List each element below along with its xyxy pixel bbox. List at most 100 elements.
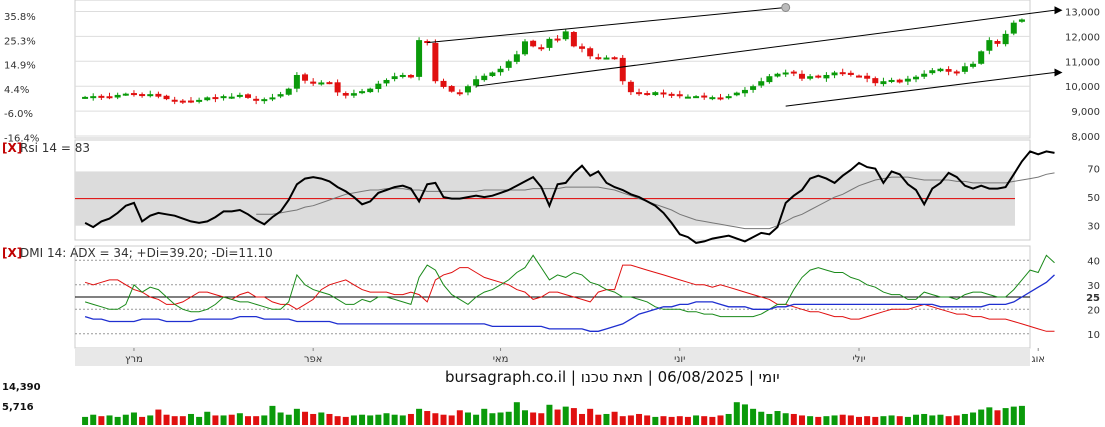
price-tick-label: 10,000	[1065, 82, 1100, 93]
volume-bar	[293, 408, 300, 425]
volume-bar	[253, 416, 260, 425]
candle-body	[350, 93, 357, 96]
candle-body	[179, 100, 186, 103]
rsi-tick-label: 50	[1087, 193, 1100, 204]
percent-tick-label: 4.4%	[4, 85, 29, 96]
candle-body	[644, 93, 651, 96]
volume-bar	[603, 413, 610, 425]
candle-body	[587, 48, 594, 57]
candle-body	[701, 95, 708, 98]
volume-bar	[758, 411, 765, 425]
adx-line	[84, 274, 1055, 332]
volume-bar	[302, 411, 309, 425]
candle-body	[228, 96, 235, 99]
candle-body	[758, 81, 765, 86]
candle-body	[130, 93, 137, 96]
candle-body	[407, 74, 414, 78]
dmi-close-button[interactable]: [X]	[2, 246, 22, 260]
candle-body	[741, 89, 748, 94]
volume-bars	[82, 402, 1025, 425]
candle-body	[521, 41, 528, 55]
volume-bar	[367, 415, 374, 425]
candle-body	[187, 100, 194, 103]
volume-bar	[970, 412, 977, 425]
candle-body	[342, 93, 349, 96]
candle-body	[546, 38, 553, 48]
month-label: יוני	[674, 354, 685, 365]
volume-bar	[693, 415, 700, 425]
volume-bar	[717, 415, 724, 425]
percent-tick-label: 14.9%	[4, 61, 36, 72]
candle-body	[937, 68, 944, 72]
volume-bar	[554, 409, 561, 425]
volume-bar	[497, 412, 504, 425]
price-tick-label: 8,000	[1071, 132, 1100, 143]
price-tick-label: 13,000	[1065, 7, 1100, 18]
candle-body	[139, 94, 146, 97]
volume-bar	[953, 415, 960, 425]
candle-body	[766, 76, 773, 83]
volume-bar	[285, 414, 292, 425]
volume-bar	[310, 413, 317, 425]
candle-body	[253, 98, 260, 101]
candle-body	[611, 57, 618, 60]
candle-body	[293, 74, 300, 89]
volume-bar	[611, 411, 618, 425]
volume-bar	[831, 415, 838, 425]
candle-body	[864, 75, 871, 79]
candle-body	[497, 68, 504, 73]
candle-body	[432, 42, 439, 82]
rsi-line	[84, 150, 1055, 244]
candle-body	[660, 92, 667, 95]
volume-bar	[644, 415, 651, 425]
volume-bar	[807, 416, 814, 425]
candle-body	[904, 78, 911, 82]
candle-body	[994, 41, 1001, 44]
volume-bar	[212, 415, 219, 425]
candle-body	[636, 92, 643, 95]
candle-body	[440, 80, 447, 87]
volume-bar	[82, 416, 89, 425]
volume-bar	[913, 414, 920, 425]
volume-bar	[350, 415, 357, 425]
volume-bar	[839, 414, 846, 425]
candle-body	[839, 72, 846, 75]
candle-body	[212, 97, 219, 100]
percent-tick-label: -16.4%	[4, 134, 39, 145]
rsi-tick-label: 70	[1087, 165, 1100, 176]
candle-body	[945, 69, 952, 72]
candle-body	[562, 31, 569, 40]
candle-body	[554, 38, 561, 41]
volume-bar	[456, 410, 463, 425]
volume-bar	[660, 416, 667, 425]
price-value-axis: 13,000 12,000 11,000 10,000 9,000 8,000	[1065, 7, 1100, 143]
volume-bar	[636, 413, 643, 425]
candle-body	[481, 75, 488, 81]
volume-bar	[961, 413, 968, 425]
candle-body	[424, 41, 431, 44]
candle-body	[717, 97, 724, 100]
candle-body	[782, 72, 789, 75]
candle-body	[261, 99, 268, 102]
volume-bar	[579, 413, 586, 425]
volume-bar	[424, 411, 431, 425]
candle-body	[391, 76, 398, 80]
candle-body	[619, 57, 626, 82]
volume-caption: יומי | 06/08/2025 | תאת טכנו | bursagrap…	[445, 368, 780, 386]
rsi-close-button[interactable]: [X]	[2, 141, 22, 155]
candle-body	[163, 95, 170, 100]
volume-bar	[171, 416, 178, 425]
percent-tick-label: -6.0%	[4, 109, 33, 120]
volume-bar	[513, 402, 520, 425]
candle-body	[798, 73, 805, 79]
trendline-arrow	[1054, 6, 1063, 15]
volume-bar	[106, 415, 113, 425]
month-label: יולי	[853, 354, 866, 365]
volume-bar	[375, 414, 382, 425]
month-label: מאי	[493, 354, 509, 365]
volume-bar	[391, 414, 398, 425]
dmi-series	[75, 254, 1055, 335]
candle-body	[668, 93, 675, 96]
volume-bar	[220, 415, 227, 425]
